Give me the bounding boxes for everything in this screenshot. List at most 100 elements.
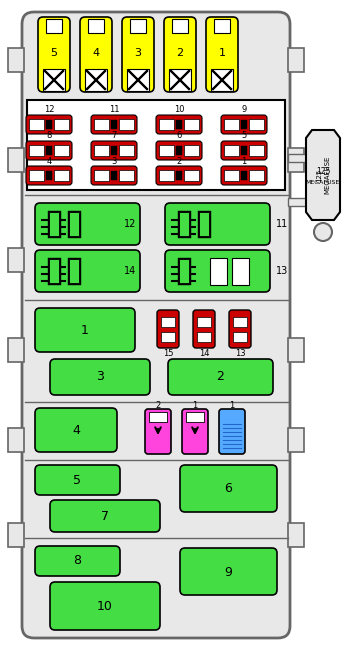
Bar bbox=[94, 145, 109, 156]
Bar bbox=[224, 119, 239, 130]
Bar bbox=[214, 19, 230, 33]
Bar bbox=[288, 198, 308, 206]
Text: 8: 8 bbox=[46, 131, 52, 140]
FancyBboxPatch shape bbox=[182, 409, 208, 454]
Text: 13: 13 bbox=[235, 348, 245, 358]
Bar bbox=[288, 148, 304, 172]
FancyBboxPatch shape bbox=[180, 465, 277, 512]
Bar bbox=[232, 258, 249, 285]
FancyBboxPatch shape bbox=[156, 141, 202, 160]
Bar bbox=[178, 211, 191, 238]
Text: 12: 12 bbox=[124, 219, 136, 229]
Bar bbox=[29, 145, 44, 156]
Text: 15: 15 bbox=[163, 348, 173, 358]
Bar bbox=[54, 170, 69, 181]
Text: 2: 2 bbox=[155, 402, 161, 411]
Bar bbox=[48, 258, 61, 285]
Bar bbox=[70, 213, 79, 236]
Bar bbox=[241, 146, 247, 155]
Bar bbox=[241, 120, 247, 129]
Bar bbox=[176, 171, 182, 180]
Bar bbox=[149, 412, 167, 422]
Text: 10: 10 bbox=[174, 105, 184, 114]
Bar bbox=[159, 119, 174, 130]
Bar bbox=[224, 145, 239, 156]
Bar bbox=[180, 213, 189, 236]
Text: 11: 11 bbox=[109, 105, 119, 114]
Bar bbox=[50, 213, 59, 236]
FancyBboxPatch shape bbox=[22, 12, 290, 638]
FancyBboxPatch shape bbox=[168, 359, 273, 395]
Text: 4: 4 bbox=[92, 48, 99, 58]
Bar bbox=[46, 19, 62, 33]
Text: 5: 5 bbox=[241, 131, 247, 140]
FancyBboxPatch shape bbox=[145, 409, 171, 454]
Bar bbox=[27, 100, 285, 190]
Bar bbox=[249, 145, 264, 156]
Bar bbox=[46, 146, 52, 155]
Text: 1: 1 bbox=[81, 324, 89, 337]
Bar bbox=[127, 69, 149, 91]
Text: 5: 5 bbox=[50, 48, 58, 58]
FancyBboxPatch shape bbox=[156, 166, 202, 185]
Circle shape bbox=[314, 223, 332, 241]
Bar bbox=[68, 211, 81, 238]
Bar bbox=[43, 69, 65, 91]
FancyBboxPatch shape bbox=[35, 546, 120, 576]
Bar bbox=[210, 258, 227, 285]
Text: MEGAFUSE: MEGAFUSE bbox=[306, 181, 340, 185]
Bar bbox=[178, 258, 191, 285]
FancyBboxPatch shape bbox=[35, 408, 117, 452]
Bar bbox=[50, 260, 59, 283]
Bar bbox=[169, 69, 191, 91]
Bar bbox=[94, 119, 109, 130]
Bar bbox=[29, 119, 44, 130]
Bar bbox=[184, 119, 199, 130]
FancyBboxPatch shape bbox=[221, 166, 267, 185]
FancyBboxPatch shape bbox=[26, 166, 72, 185]
Bar bbox=[54, 119, 69, 130]
Bar bbox=[211, 69, 233, 91]
Text: 8: 8 bbox=[73, 554, 81, 567]
Text: 7: 7 bbox=[111, 131, 117, 140]
Bar bbox=[184, 145, 199, 156]
FancyBboxPatch shape bbox=[26, 141, 72, 160]
Bar bbox=[197, 332, 211, 342]
FancyBboxPatch shape bbox=[165, 203, 270, 245]
Bar bbox=[8, 248, 24, 272]
Bar bbox=[176, 120, 182, 129]
Text: 3: 3 bbox=[111, 157, 117, 166]
Bar bbox=[288, 428, 304, 452]
Text: 3: 3 bbox=[134, 48, 142, 58]
Text: 3: 3 bbox=[96, 370, 104, 383]
FancyBboxPatch shape bbox=[50, 500, 160, 532]
FancyBboxPatch shape bbox=[26, 115, 72, 134]
Bar bbox=[198, 211, 211, 238]
Text: 1: 1 bbox=[229, 402, 235, 411]
Text: 6: 6 bbox=[176, 131, 182, 140]
Bar bbox=[8, 338, 24, 362]
Text: 5: 5 bbox=[73, 473, 81, 486]
Bar bbox=[119, 170, 134, 181]
FancyBboxPatch shape bbox=[193, 310, 215, 348]
Polygon shape bbox=[306, 130, 340, 220]
Bar bbox=[233, 317, 247, 327]
Bar bbox=[111, 120, 117, 129]
Bar bbox=[159, 170, 174, 181]
Bar bbox=[161, 332, 175, 342]
Text: 125
MEGAFUSE: 125 MEGAFUSE bbox=[316, 156, 330, 194]
Bar bbox=[70, 260, 79, 283]
Text: 9: 9 bbox=[241, 105, 247, 114]
FancyBboxPatch shape bbox=[206, 17, 238, 92]
Text: 1: 1 bbox=[241, 157, 247, 166]
FancyBboxPatch shape bbox=[165, 250, 270, 292]
Text: 11: 11 bbox=[276, 219, 288, 229]
Bar bbox=[159, 145, 174, 156]
Text: 10: 10 bbox=[97, 599, 113, 612]
Text: 7: 7 bbox=[101, 510, 109, 523]
Bar bbox=[8, 523, 24, 547]
Text: 12: 12 bbox=[44, 105, 54, 114]
FancyBboxPatch shape bbox=[50, 582, 160, 630]
Bar bbox=[88, 19, 104, 33]
FancyBboxPatch shape bbox=[180, 548, 277, 595]
